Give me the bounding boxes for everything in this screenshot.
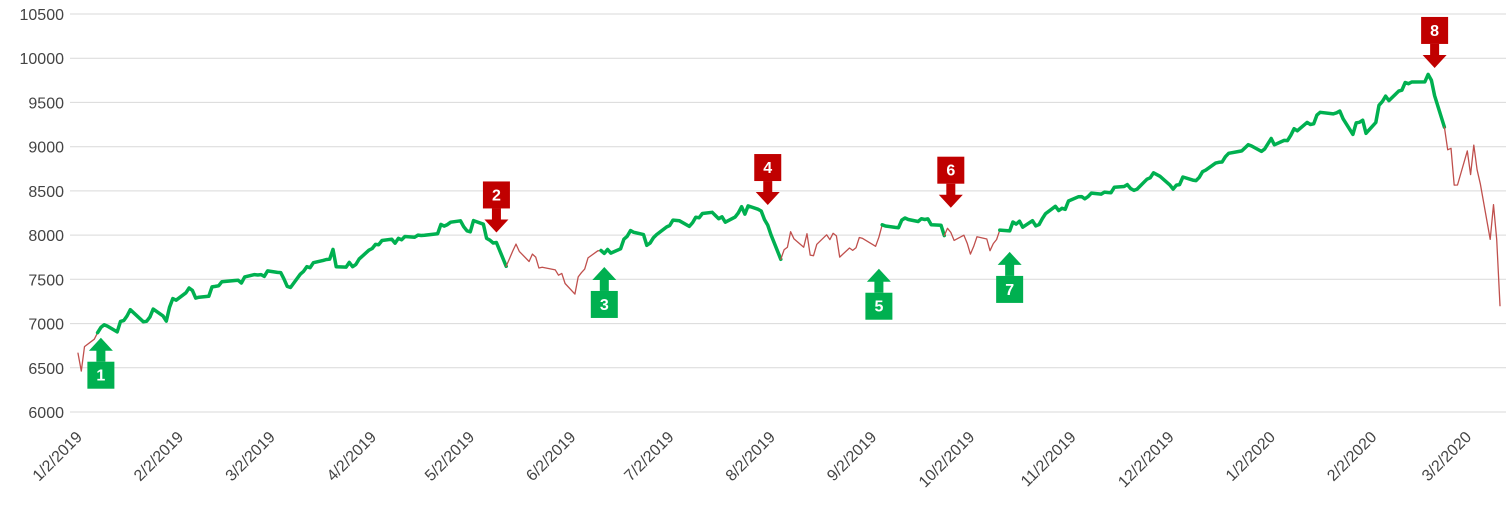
buy-signal-up-arrow-5: 5	[865, 268, 893, 320]
gridlines	[70, 13, 1506, 413]
x-tick-label: 2/2/2019	[131, 429, 187, 485]
x-tick-label: 3/2/2020	[1419, 429, 1475, 485]
marker-number: 2	[492, 187, 501, 204]
price-line	[77, 72, 1501, 372]
down-arrowhead-icon	[484, 219, 509, 233]
x-tick-label: 6/2/2019	[523, 429, 579, 485]
buy-signal-up-arrow-3: 3	[590, 266, 618, 318]
arrow-shaft	[599, 278, 609, 291]
marker-number: 4	[763, 160, 772, 177]
x-tick-label: 9/2/2019	[824, 429, 880, 485]
marker-number: 1	[96, 368, 105, 385]
marker-number: 7	[1005, 282, 1014, 299]
flat-segment	[780, 224, 883, 260]
up-arrowhead-icon	[88, 337, 113, 351]
long-segment	[95, 218, 508, 335]
long-segment	[998, 72, 1447, 233]
up-arrowhead-icon	[866, 268, 891, 282]
marker-number-box	[87, 361, 115, 389]
long-segment	[599, 204, 783, 262]
x-tick-label: 2/2/2020	[1324, 429, 1380, 485]
x-tick-label: 1/2/2020	[1223, 429, 1279, 485]
sell-signal-down-arrow-4: 4	[754, 154, 782, 206]
x-tick-label: 3/2/2019	[223, 429, 279, 485]
x-tick-label: 4/2/2019	[324, 429, 380, 485]
down-arrowhead-icon	[1422, 54, 1447, 68]
signal-markers: 1 2 3 4 5 6 7 8	[87, 16, 1449, 389]
marker-number-box	[865, 292, 893, 320]
flat-segment	[943, 227, 1001, 255]
flat-segment	[1443, 126, 1501, 307]
y-tick-label: 10000	[20, 51, 65, 68]
x-tick-label: 12/2/2019	[1115, 429, 1177, 491]
down-arrowhead-icon	[755, 192, 780, 206]
x-tick-label: 1/2/2019	[30, 429, 86, 485]
marker-number: 6	[946, 163, 955, 180]
up-arrowhead-icon	[997, 251, 1022, 265]
buy-signal-up-arrow-1: 1	[87, 337, 115, 389]
x-tick-label: 5/2/2019	[422, 429, 478, 485]
marker-number-box	[590, 290, 618, 318]
y-tick-label: 8000	[28, 228, 64, 245]
arrow-shaft	[96, 349, 106, 362]
y-tick-label: 8500	[28, 184, 64, 201]
y-tick-label: 10500	[20, 7, 65, 24]
marker-number: 8	[1430, 23, 1439, 40]
sell-signal-down-arrow-6: 6	[937, 156, 965, 208]
y-tick-label: 7000	[28, 317, 64, 334]
marker-number-box	[1421, 16, 1449, 44]
arrow-shaft	[1430, 43, 1440, 56]
arrow-shaft	[874, 280, 884, 293]
y-tick-label: 7500	[28, 272, 64, 289]
down-arrowhead-icon	[938, 194, 963, 208]
x-tick-label: 7/2/2019	[621, 429, 677, 485]
arrow-shaft	[1005, 263, 1015, 276]
buy-signal-up-arrow-7: 7	[996, 251, 1024, 303]
y-tick-label: 6500	[28, 361, 64, 378]
marker-number: 5	[874, 299, 883, 316]
sell-signal-down-arrow-8: 8	[1421, 16, 1449, 68]
arrow-shaft	[763, 181, 773, 194]
y-tick-label: 9000	[28, 140, 64, 157]
sell-signal-down-arrow-2: 2	[482, 181, 510, 233]
marker-number: 3	[600, 297, 609, 314]
x-axis-labels: 1/2/2019 2/2/2019 3/2/2019 4/2/2019 5/2/2019…	[30, 429, 1475, 491]
marker-number-box	[482, 181, 510, 209]
y-tick-label: 9500	[28, 95, 64, 112]
flat-segment	[505, 243, 602, 295]
up-arrowhead-icon	[592, 266, 617, 280]
x-tick-label: 11/2/2019	[1018, 429, 1080, 491]
marker-number-box	[937, 156, 965, 184]
x-tick-label: 8/2/2019	[723, 429, 779, 485]
y-tick-label: 6000	[28, 405, 64, 422]
marker-number-box	[996, 275, 1024, 303]
marker-number-box	[754, 154, 782, 182]
arrow-shaft	[491, 208, 501, 221]
x-tick-label: 10/2/2019	[916, 429, 978, 491]
long-segment	[880, 216, 947, 238]
flat-segment	[77, 332, 99, 372]
arrow-shaft	[946, 183, 956, 196]
y-axis-labels: 10500 10000 9500 9000 8500 8000 7500 7000 6500 60…	[20, 7, 65, 422]
